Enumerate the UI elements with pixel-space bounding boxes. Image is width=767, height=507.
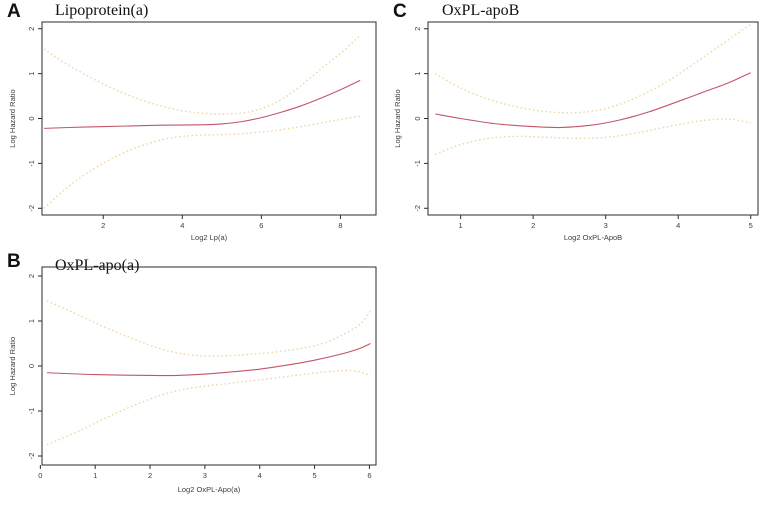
upper-ci-line <box>46 300 372 357</box>
x-tick-label: 4 <box>676 221 680 230</box>
plot-oxpl-apob: 1 2 3 4 5 -2 -1 0 1 2 Log2 OxPL-ApoB Log Hazard Rat… <box>393 21 759 242</box>
x-tick-label: 6 <box>367 471 371 480</box>
fit-line <box>46 342 371 377</box>
panel-title-oxpl-apob: OxPL-apoB <box>442 2 520 19</box>
x-tick-label: 3 <box>203 471 207 480</box>
y-tick-label: 0 <box>27 364 36 368</box>
x-tick-label: 2 <box>531 221 535 230</box>
x-tick-label: 4 <box>180 221 184 230</box>
y-tick-label: -1 <box>27 160 36 167</box>
plot-frame <box>41 21 377 216</box>
x-axis-title: Log2 OxPL-ApoB <box>564 233 622 242</box>
lower-ci-line <box>434 118 751 156</box>
y-tick-label: -2 <box>27 453 36 460</box>
y-tick-label: -2 <box>413 205 422 212</box>
upper-ci-line <box>434 23 752 114</box>
fit-line <box>435 72 751 129</box>
panel-letter-b: B <box>7 251 21 272</box>
plot-frame <box>427 21 759 216</box>
y-tick-label: 2 <box>27 274 36 278</box>
upper-ci-line <box>43 34 361 115</box>
panel-letter-c: C <box>393 1 407 22</box>
lower-ci-line <box>43 115 361 209</box>
x-tick-label: 5 <box>749 221 753 230</box>
plot-lipoprotein-a: 2 4 6 8 -2 -1 0 1 2 Log2 Lp(a) Log Hazard Ratio <box>8 21 377 242</box>
x-tick-label: 3 <box>604 221 608 230</box>
y-axis-title: Log Hazard Ratio <box>8 89 17 147</box>
x-tick-label: 1 <box>459 221 463 230</box>
y-tick-label: 0 <box>413 116 422 120</box>
y-tick-label: 1 <box>413 72 422 76</box>
y-tick-label: 0 <box>27 116 36 120</box>
plot-frame <box>41 266 377 466</box>
x-axis-title: Log2 Lp(a) <box>191 233 228 242</box>
x-tick-label: 5 <box>312 471 316 480</box>
x-axis-title: Log2 OxPL-Apo(a) <box>178 485 241 494</box>
x-tick-label: 6 <box>259 221 263 230</box>
panel-title-oxpl-apoa: OxPL-apo(a) <box>55 257 140 274</box>
y-tick-label: 1 <box>27 319 36 323</box>
panel-lipoprotein-a: A Lipoprotein(a) 2 4 6 8 -2 -1 0 1 2 Log2 Lp(a) Lo… <box>0 0 385 252</box>
panel-letter-a: A <box>7 1 21 22</box>
lower-ci-line <box>46 369 371 446</box>
y-axis-title: Log Hazard Ratio <box>393 89 402 147</box>
panel-oxpl-apob: C OxPL-apoB 1 2 3 4 5 -2 -1 0 1 2 Log2 OxPL-ApoB Lo… <box>385 0 767 252</box>
x-tick-label: 4 <box>258 471 262 480</box>
y-tick-label: -1 <box>413 160 422 167</box>
y-tick-label: 1 <box>27 72 36 76</box>
y-tick-label: -1 <box>27 408 36 415</box>
y-tick-label: -2 <box>27 205 36 212</box>
x-tick-label: 0 <box>38 471 42 480</box>
plot-oxpl-apoa: 0 1 2 3 4 5 6 -2 -1 0 1 2 Log2 OxPL-Apo(a) Log Hazard… <box>8 266 377 494</box>
y-tick-label: 2 <box>413 27 422 31</box>
x-tick-label: 2 <box>101 221 105 230</box>
y-tick-label: 2 <box>27 27 36 31</box>
panel-title-lipoprotein-a: Lipoprotein(a) <box>55 2 149 19</box>
x-tick-label: 2 <box>148 471 152 480</box>
fit-line <box>43 79 361 129</box>
panel-oxpl-apoa: B OxPL-apo(a) 0 1 2 3 4 5 6 -2 -1 0 1 2 Log2 OxPL-Ap… <box>0 252 385 507</box>
y-axis-title: Log Hazard Ratio <box>8 337 17 395</box>
x-tick-label: 1 <box>93 471 97 480</box>
x-tick-label: 8 <box>338 221 342 230</box>
